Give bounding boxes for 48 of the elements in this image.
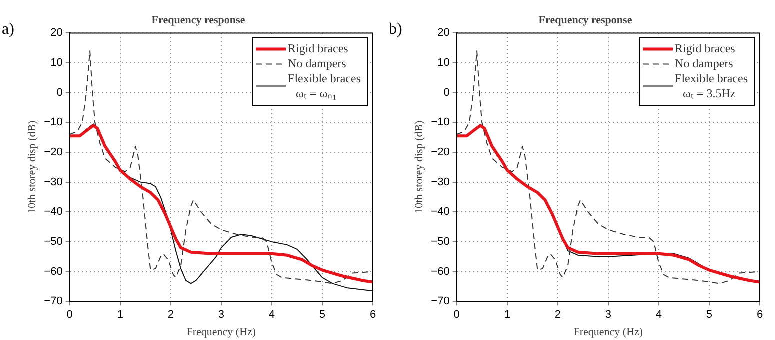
x-tick-label: 4	[268, 309, 276, 322]
x-tick-label: 6	[370, 309, 376, 322]
y-tick-label: −70	[44, 296, 63, 308]
x-tick-label: 0	[66, 309, 73, 322]
y-tick-label: −10	[431, 116, 450, 129]
y-tick-label: −50	[431, 236, 450, 248]
y-tick-label: −70	[431, 296, 450, 308]
y-tick-label: −60	[431, 266, 450, 278]
legend-label: Rigid braces	[288, 41, 349, 56]
y-tick-label: 10	[50, 57, 63, 70]
x-axis-title: Frequency (Hz)	[574, 326, 644, 338]
legend-label: Flexible braces ωₜ = ωₙ₁	[288, 71, 362, 100]
y-tick-label: −30	[431, 176, 450, 188]
x-tick-label: 5	[319, 309, 326, 322]
y-tick-label: −40	[431, 206, 450, 218]
y-tick-label: 20	[50, 27, 63, 40]
legend-label: Rigid braces	[675, 41, 736, 56]
x-tick-label: 2	[168, 309, 174, 322]
y-tick-label: −20	[44, 146, 63, 159]
y-tick-label: −60	[44, 266, 63, 278]
y-tick-label: −10	[44, 116, 63, 129]
x-tick-label: 6	[756, 309, 764, 322]
chart-title: Frequency response	[538, 14, 632, 26]
x-axis-title: Frequency (Hz)	[186, 326, 256, 338]
x-tick-label: 3	[605, 309, 612, 322]
legend-label: Flexible braces ωₜ = 3.5Hz	[675, 71, 748, 100]
legend-label: No dampers	[675, 56, 734, 70]
y-tick-label: 20	[438, 27, 450, 40]
y-tick-label: −50	[44, 236, 63, 248]
x-tick-label: 1	[504, 309, 510, 322]
y-tick-label: 0	[56, 86, 63, 99]
y-tick-label: −30	[44, 176, 63, 188]
x-tick-label: 0	[454, 309, 460, 322]
y-axis-title: 10th storey disp (dB)	[413, 120, 426, 214]
text: a)	[2, 21, 14, 38]
text: b)	[389, 21, 402, 38]
x-tick-label: 1	[117, 309, 124, 322]
y-axis-title: 10th storey disp (dB)	[26, 120, 38, 214]
x-tick-label: 2	[554, 309, 561, 322]
y-tick-label: 0	[444, 86, 450, 99]
x-tick-label: 4	[656, 309, 662, 322]
chart-title: Frequency response	[152, 14, 246, 26]
y-tick-label: −40	[44, 206, 63, 218]
x-tick-label: 3	[218, 309, 224, 322]
legend-label: No dampers	[288, 56, 347, 70]
y-tick-label: 10	[438, 57, 450, 70]
y-tick-label: −20	[431, 146, 450, 159]
x-tick-label: 5	[706, 309, 713, 322]
